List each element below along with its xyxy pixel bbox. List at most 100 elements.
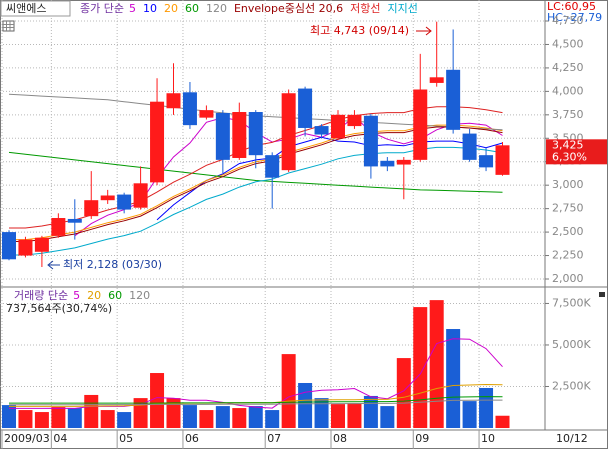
legend-entry: 120	[129, 289, 150, 302]
volume-bar	[446, 329, 461, 428]
candle-body	[18, 239, 33, 256]
legend-entry: 저항선	[350, 2, 380, 15]
volume-bar	[51, 407, 66, 428]
volume-bar	[413, 307, 428, 428]
candle-body	[347, 114, 362, 127]
title-box	[0, 0, 71, 17]
lc-hc-box	[546, 1, 607, 24]
volume-bar	[215, 406, 230, 428]
candle-body	[380, 160, 395, 167]
y-tick-label: 7,500K	[552, 296, 591, 309]
volume-bar	[150, 373, 165, 428]
candle-body	[331, 114, 345, 139]
y-tick-label: 2,250	[552, 249, 584, 262]
candle-body	[215, 112, 230, 160]
candle-body	[150, 101, 165, 183]
candle-body	[67, 218, 82, 223]
volume-bar	[462, 401, 477, 428]
candle-body	[265, 155, 280, 178]
legend-entry: 5	[129, 2, 136, 15]
volume-bar	[84, 394, 99, 428]
candle-body	[314, 126, 329, 135]
y-tick-label: 4,500	[552, 37, 584, 50]
last-price-label: 3,425	[552, 138, 584, 151]
candle-body	[199, 110, 214, 118]
candle-body	[495, 145, 510, 175]
volume-bar	[166, 398, 181, 428]
candle-body	[166, 93, 181, 109]
x-tick-label: 10	[481, 432, 495, 445]
volume-bar	[199, 410, 214, 428]
volume-bar	[347, 403, 362, 428]
x-tick-label: 05	[119, 432, 133, 445]
candle-body	[2, 232, 16, 260]
volume-bar	[396, 358, 411, 428]
grid-icon	[2, 20, 15, 32]
volume-ma-line	[9, 399, 503, 406]
candle-body	[281, 93, 296, 171]
candle-body	[117, 194, 132, 210]
volume-bar	[182, 405, 197, 428]
candle-body	[429, 77, 444, 83]
volume-bar	[34, 412, 49, 428]
plot-layer	[0, 0, 545, 430]
candle-body	[363, 115, 378, 167]
candle-body	[34, 237, 49, 252]
volume-info: 737,564주(30,74%)	[6, 302, 112, 315]
legend-entry: 5	[73, 289, 80, 302]
high-annotation: 최고 4,743 (09/14)	[310, 24, 409, 37]
volume-bar	[429, 300, 444, 428]
legend-entry: 60	[185, 2, 199, 15]
legend-entry: 10	[143, 2, 157, 15]
y-tick-label: 2,000	[552, 272, 584, 285]
y-tick-label: 2,500	[552, 225, 584, 238]
y-tick-label: 4,000	[552, 84, 584, 97]
candle-body	[51, 218, 66, 236]
volume-bar	[331, 404, 345, 428]
volume-bar	[248, 406, 263, 428]
legend-entry: 20	[164, 2, 178, 15]
y-tick-label: 3,750	[552, 108, 584, 121]
x-tick-label: 07	[267, 432, 281, 445]
indicator-line	[8, 151, 503, 193]
candle-body	[100, 195, 115, 201]
candle-body	[446, 69, 461, 130]
volume-bar	[281, 354, 296, 428]
candle-body	[462, 133, 477, 160]
y-tick-label: 2,500K	[552, 379, 591, 392]
x-tick-label: 06	[185, 432, 199, 445]
volume-bar	[2, 405, 16, 428]
x-tick-label: 08	[333, 432, 347, 445]
hc-label: HC:-27,79	[547, 11, 602, 24]
candle-body	[413, 89, 428, 160]
volume-bar	[232, 408, 247, 428]
volume-bar	[363, 395, 378, 428]
lc-label: LC:60,95	[547, 0, 596, 13]
volume-bar	[100, 410, 115, 428]
legend-prefix: 종가 단순	[80, 2, 124, 15]
volume-bar	[67, 408, 82, 428]
high-arrow	[416, 26, 432, 36]
x-tick-label: 04	[53, 432, 67, 445]
y-tick-label: 2,750	[552, 202, 584, 215]
legend-entry: 60	[108, 289, 122, 302]
candle-body	[479, 155, 494, 168]
last-price-box	[546, 139, 607, 165]
change-label: 6,30%	[552, 150, 587, 163]
grid-icon-lines	[3, 21, 14, 31]
volume-bar	[479, 387, 494, 428]
volume-bar	[380, 406, 395, 428]
legend-entry: 지지선	[387, 2, 417, 15]
volume-bar	[265, 410, 280, 428]
x-tick-label: 09	[415, 432, 429, 445]
x-tick-label: 2009/03	[4, 432, 50, 445]
candle-body	[248, 112, 263, 156]
volume-bar	[117, 412, 132, 428]
y-tick-label: 3,000	[552, 178, 584, 191]
candle-body	[182, 92, 197, 126]
pane-handle	[599, 292, 605, 297]
candle-body	[84, 200, 99, 217]
y-tick-label: 5,000K	[552, 338, 591, 351]
x-end-label: 10/12	[556, 432, 588, 445]
